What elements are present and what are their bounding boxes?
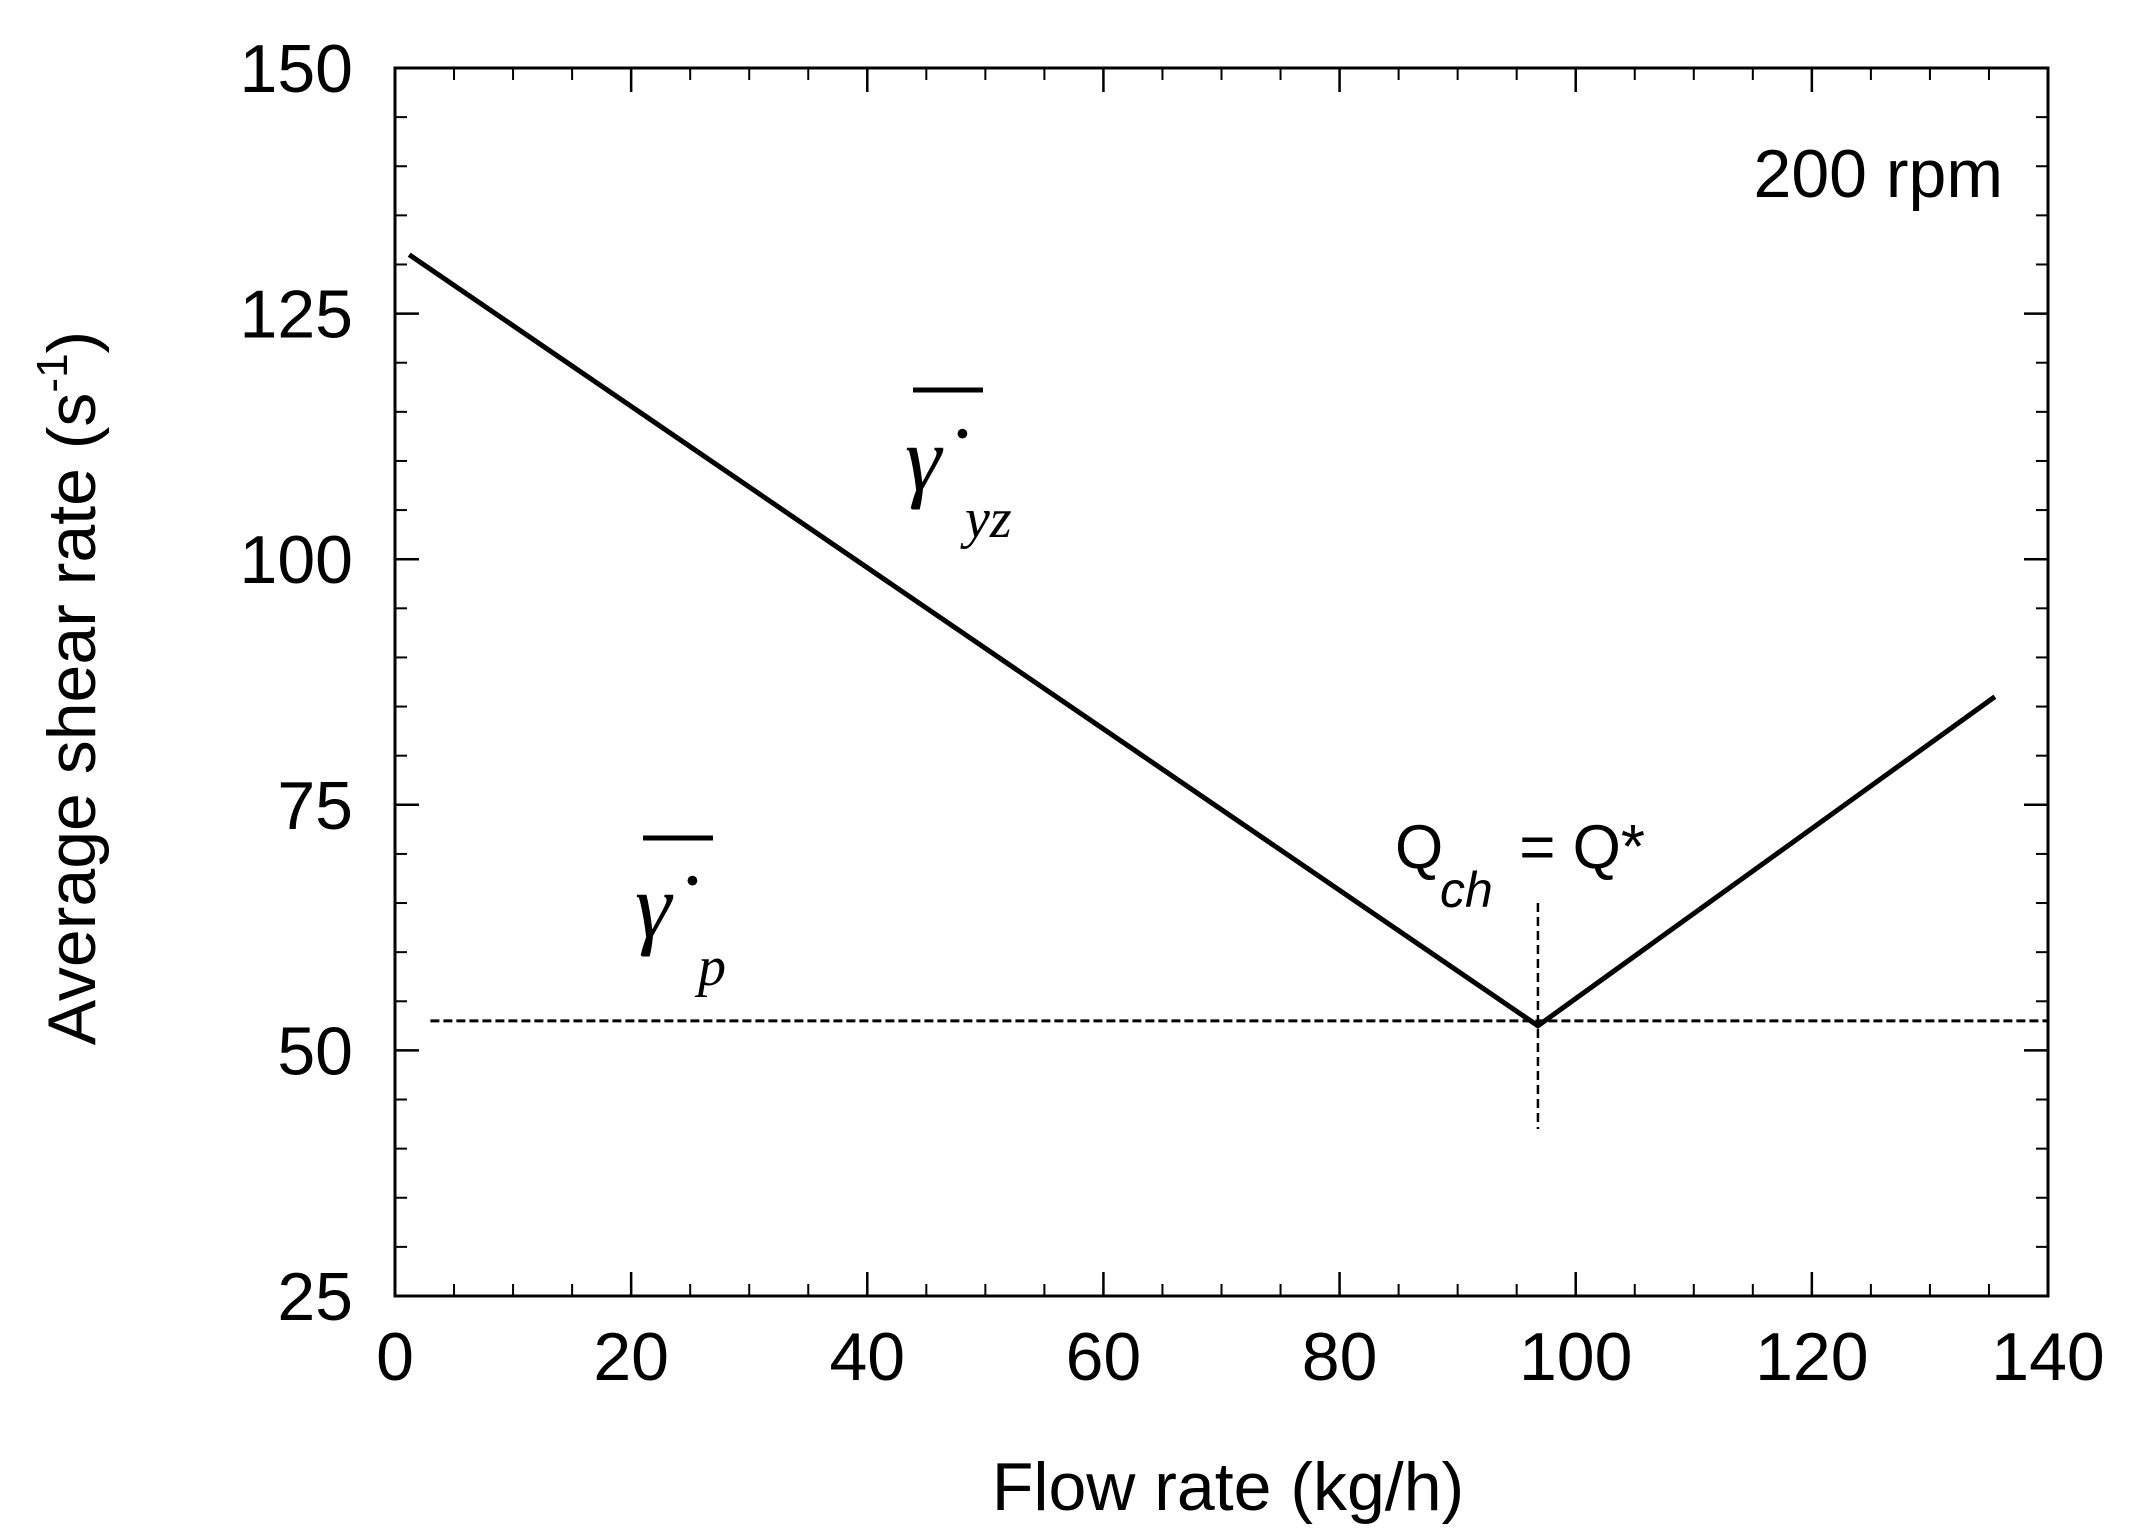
marker-label: Q ch = Q* (1395, 813, 1645, 918)
tick-labels: 0 20 40 60 80 100 120 140 25 50 75 100 125 150 (240, 31, 2105, 1395)
series-label-yz-symbol: γ̇ (905, 408, 968, 510)
series-label-p-subscript: p (694, 936, 726, 998)
series-label-p-symbol: γ̇ (635, 855, 698, 957)
y-tick-label: 75 (277, 768, 353, 844)
y-tick-label: 25 (277, 1259, 353, 1335)
series-label-yz-subscript: yz (960, 488, 1012, 550)
series-label-p: γ̇ p (635, 835, 726, 998)
series-line-yz (407, 252, 1997, 1029)
x-tick-label: 100 (1519, 1319, 1632, 1395)
x-axis-label: Flow rate (kg/h) (992, 1449, 1464, 1525)
marker-label-rest: = Q* (1502, 813, 1645, 882)
x-tick-label: 120 (1755, 1319, 1868, 1395)
major-ticks (393, 66, 2050, 1298)
y-tick-label: 100 (240, 522, 353, 598)
x-tick-label: 80 (1302, 1319, 1378, 1395)
x-tick-label: 40 (829, 1319, 905, 1395)
y-axis-label: Average shear rate (s-1) (28, 331, 110, 1045)
x-tick-label: 140 (1991, 1319, 2104, 1395)
y-tick-label: 50 (277, 1013, 353, 1089)
x-tick-label: 0 (376, 1319, 414, 1395)
y-tick-label: 125 (240, 277, 353, 353)
y-tick-label: 150 (240, 31, 353, 107)
x-tick-label: 60 (1066, 1319, 1142, 1395)
marker-label-q: Q (1395, 813, 1443, 882)
x-tick-label: 20 (593, 1319, 669, 1395)
marker-label-subscript: ch (1440, 862, 1493, 918)
minor-ticks (394, 67, 2049, 1297)
series-layer (407, 252, 2048, 1129)
plot-frame (393, 66, 2050, 1298)
rpm-annotation: 200 rpm (1754, 136, 2003, 212)
series-label-yz: γ̇ yz (905, 387, 1012, 550)
